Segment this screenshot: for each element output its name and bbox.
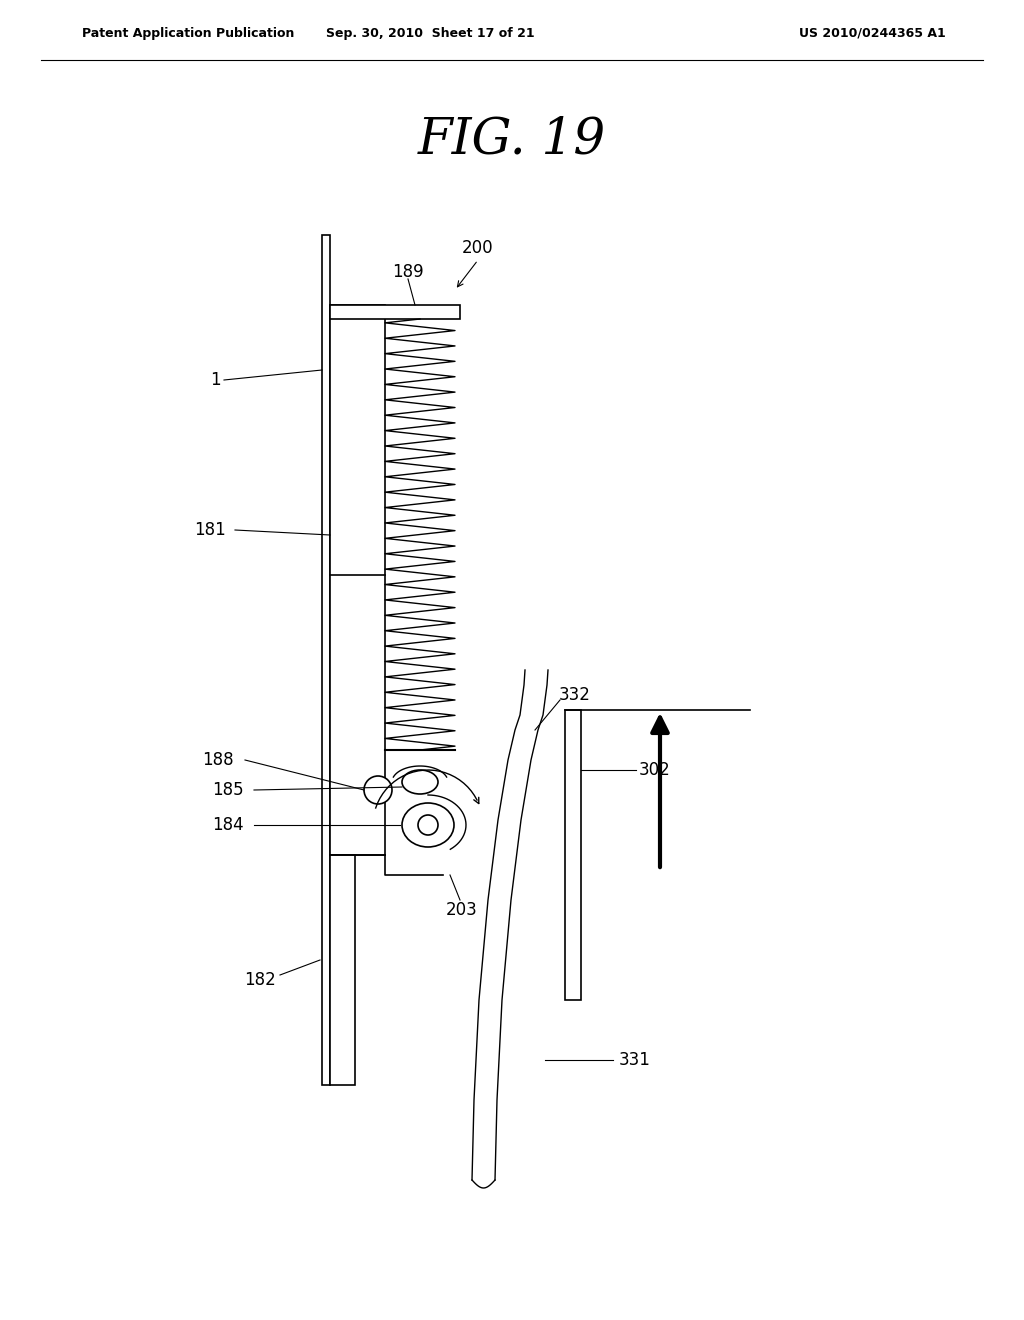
Text: 184: 184 bbox=[212, 816, 244, 834]
Text: FIG. 19: FIG. 19 bbox=[418, 115, 606, 165]
Text: 302: 302 bbox=[639, 762, 671, 779]
Bar bbox=[322, 235, 330, 1085]
Bar bbox=[330, 305, 460, 319]
Text: 1: 1 bbox=[210, 371, 220, 389]
Text: 185: 185 bbox=[212, 781, 244, 799]
Bar bbox=[330, 855, 355, 1085]
Text: 188: 188 bbox=[202, 751, 233, 770]
Ellipse shape bbox=[402, 770, 438, 795]
Text: 189: 189 bbox=[392, 263, 424, 281]
Text: 182: 182 bbox=[244, 972, 275, 989]
Bar bbox=[565, 710, 581, 1001]
Circle shape bbox=[364, 776, 392, 804]
Text: 332: 332 bbox=[559, 686, 591, 704]
Circle shape bbox=[418, 814, 438, 836]
Text: 181: 181 bbox=[195, 521, 226, 539]
Bar bbox=[330, 305, 385, 855]
Text: 203: 203 bbox=[446, 902, 478, 919]
Text: US 2010/0244365 A1: US 2010/0244365 A1 bbox=[799, 26, 945, 40]
Text: 331: 331 bbox=[620, 1051, 651, 1069]
Text: Sep. 30, 2010  Sheet 17 of 21: Sep. 30, 2010 Sheet 17 of 21 bbox=[326, 26, 535, 40]
Text: 200: 200 bbox=[462, 239, 494, 257]
Text: Patent Application Publication: Patent Application Publication bbox=[82, 26, 294, 40]
Ellipse shape bbox=[402, 803, 454, 847]
